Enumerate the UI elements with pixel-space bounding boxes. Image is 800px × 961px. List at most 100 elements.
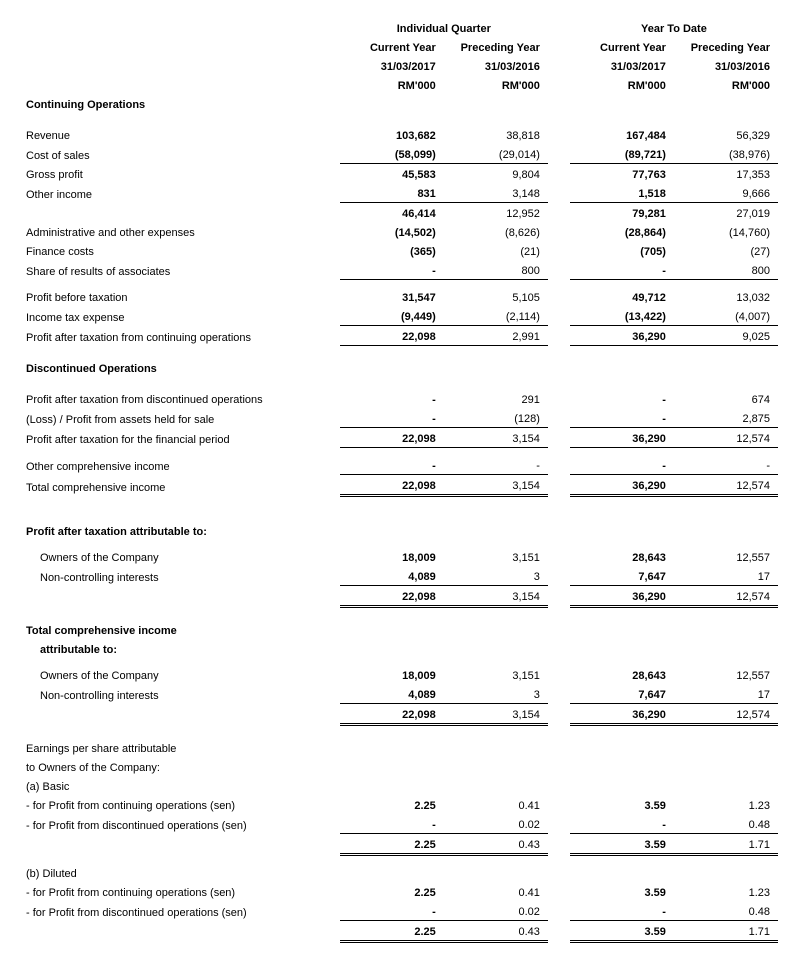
lbl-pat-disc: Profit after taxation from discontinued … [22,389,340,408]
lbl-nci-2: Non-controlling interests [22,684,340,704]
cell: 5,105 [444,287,548,306]
cell: (21) [444,241,548,260]
lbl-eps-b-disc: - for Profit from discontinued operation… [22,814,340,834]
row-pat-cont: Profit after taxation from continuing op… [22,326,778,346]
cell: (38,976) [674,144,778,164]
row-oci: Other comprehensive income - - - - [22,455,778,475]
cell: 36,290 [570,475,674,496]
cell: (4,007) [674,306,778,326]
row-eps-d-cont: - for Profit from continuing operations … [22,882,778,901]
cell: 3,148 [444,183,548,203]
cell: - [340,408,444,428]
cell: 27,019 [674,203,778,223]
section-eps-a: Earnings per share attributable [22,738,340,757]
hdr-col3-b: 31/03/2017 [570,56,674,75]
cell: - [570,901,674,921]
section-eps-b: to Owners of the Company: [22,757,340,776]
cell: 1.23 [674,882,778,901]
hdr-unit-3: RM'000 [570,75,674,94]
cell: 18,009 [340,665,444,684]
cell: (14,502) [340,222,444,241]
hdr-col3-a: Current Year [570,37,674,56]
cell: (365) [340,241,444,260]
cell: 103,682 [340,125,444,144]
cell: (58,099) [340,144,444,164]
cell: 3,154 [444,428,548,448]
cell: 36,290 [570,586,674,607]
row-eps-d-tot: 2.25 0.43 3.59 1.71 [22,921,778,942]
row-pat-disc: Profit after taxation from discontinued … [22,389,778,408]
cell: 1,518 [570,183,674,203]
cell: 49,712 [570,287,674,306]
cell: 45,583 [340,164,444,184]
hdr-group-individual-quarter: Individual Quarter [340,18,548,37]
cell: 4,089 [340,684,444,704]
row-tot-1: 22,098 3,154 36,290 12,574 [22,586,778,607]
lbl-pat-period: Profit after taxation for the financial … [22,428,340,448]
row-other-income: Other income 831 3,148 1,518 9,666 [22,183,778,203]
row-owners-1: Owners of the Company 18,009 3,151 28,64… [22,547,778,566]
cell: 3,154 [444,475,548,496]
hdr-col2-b: 31/03/2016 [444,56,548,75]
section-tci-attrib-b: attributable to: [22,639,340,658]
cell: 3.59 [570,834,674,855]
hdr-group-ytd: Year To Date [570,18,778,37]
cell: 22,098 [340,586,444,607]
row-pat-period: Profit after taxation for the financial … [22,428,778,448]
cell: - [570,814,674,834]
row-tot-2: 22,098 3,154 36,290 12,574 [22,704,778,725]
lbl-nci-1: Non-controlling interests [22,566,340,586]
hdr-col1-a: Current Year [340,37,444,56]
cell: 0.43 [444,921,548,942]
cell: 9,666 [674,183,778,203]
cell: (27) [674,241,778,260]
row-eps-b-disc: - for Profit from discontinued operation… [22,814,778,834]
cell: 1.23 [674,795,778,814]
lbl-owners-2: Owners of the Company [22,665,340,684]
cell: (28,864) [570,222,674,241]
lbl-cost-sales: Cost of sales [22,144,340,164]
lbl-eps-d-disc: - for Profit from discontinued operation… [22,901,340,921]
row-loss-assets: (Loss) / Profit from assets held for sal… [22,408,778,428]
row-nci-1: Non-controlling interests 4,089 3 7,647 … [22,566,778,586]
cell: - [674,455,778,475]
lbl-owners-1: Owners of the Company [22,547,340,566]
lbl-tax-exp: Income tax expense [22,306,340,326]
cell: 79,281 [570,203,674,223]
cell: 28,643 [570,665,674,684]
lbl-share-assoc: Share of results of associates [22,260,340,280]
cell: - [570,389,674,408]
income-statement-table: Individual Quarter Year To Date Current … [22,18,778,943]
cell: 0.02 [444,814,548,834]
row-gross-profit: Gross profit 45,583 9,804 77,763 17,353 [22,164,778,184]
cell: 1.71 [674,921,778,942]
cell: 36,290 [570,326,674,346]
cell: - [340,814,444,834]
cell: (8,626) [444,222,548,241]
cell: 22,098 [340,475,444,496]
hdr-unit-1: RM'000 [340,75,444,94]
row-eps-b-cont: - for Profit from continuing operations … [22,795,778,814]
hdr-unit-4: RM'000 [674,75,778,94]
cell: 12,574 [674,704,778,725]
cell: 3 [444,566,548,586]
cell: (89,721) [570,144,674,164]
cell: 12,574 [674,586,778,607]
cell: - [340,260,444,280]
cell: 0.02 [444,901,548,921]
cell: 13,032 [674,287,778,306]
row-tci: Total comprehensive income 22,098 3,154 … [22,475,778,496]
cell: 9,804 [444,164,548,184]
cell: - [570,455,674,475]
cell: 2.25 [340,834,444,855]
cell: 3,151 [444,547,548,566]
lbl-gross-profit: Gross profit [22,164,340,184]
cell: 0.48 [674,901,778,921]
row-share-assoc: Share of results of associates - 800 - 8… [22,260,778,280]
cell: 12,574 [674,475,778,496]
cell: (13,422) [570,306,674,326]
cell: 3,154 [444,586,548,607]
section-continuing: Continuing Operations [22,94,340,113]
cell: 2,875 [674,408,778,428]
cell: 0.41 [444,795,548,814]
